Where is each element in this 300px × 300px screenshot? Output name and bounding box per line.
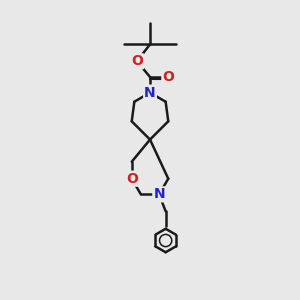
Text: O: O xyxy=(162,70,174,84)
Text: N: N xyxy=(153,187,165,201)
Text: O: O xyxy=(131,54,143,68)
Text: N: N xyxy=(144,85,156,100)
Text: O: O xyxy=(126,172,138,186)
